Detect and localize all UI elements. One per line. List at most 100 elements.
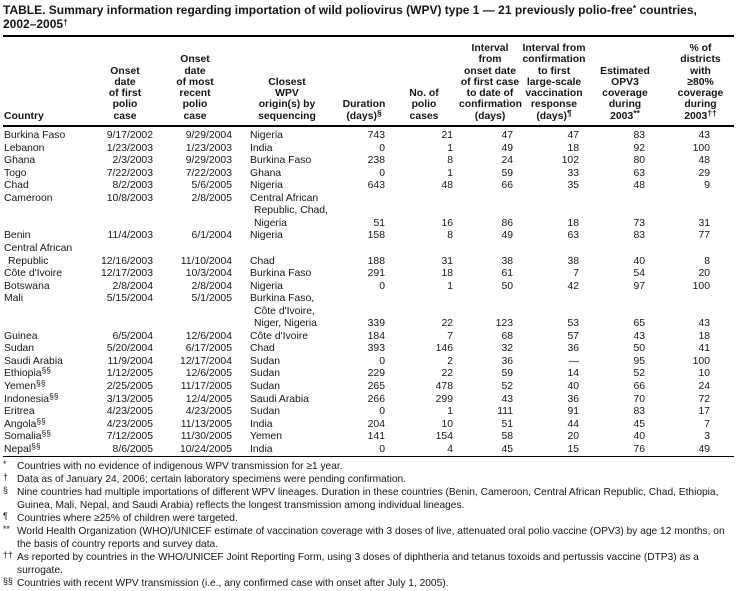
- cell-interval_response: 63: [567, 230, 579, 242]
- cell-interval_confirmation: 45: [459, 443, 521, 458]
- cell-onset_first: 4/23/2005: [106, 406, 153, 418]
- cell-opv3: 45: [633, 418, 645, 430]
- cell-interval_confirmation: 61: [501, 268, 513, 280]
- cell-duration: 238: [367, 155, 385, 167]
- table-row: Nepal§§ 8/6/2005 10/24/2005 India 0 4 45 15 76 49: [3, 442, 734, 458]
- cell-line: India: [250, 443, 273, 455]
- cell-districts: 9: [704, 180, 710, 192]
- cell-interval_response: 36: [567, 393, 579, 405]
- cell-country: Botswana: [4, 280, 50, 292]
- table-row: Angola§§ 4/23/2005 11/13/2005 India 204 10 51 4…: [3, 416, 734, 432]
- cell-interval_confirmation: 51: [501, 418, 513, 430]
- column-header-origin: Closest WPV origin(s) by sequencing: [235, 37, 339, 128]
- cell-country: Togo: [4, 167, 27, 179]
- cell-cases: 18: [441, 268, 453, 280]
- cell-line: Chad: [250, 343, 275, 355]
- cell-duration: 393: [367, 343, 385, 355]
- cell-interval_confirmation: 50: [501, 280, 513, 292]
- cell-interval_response: 35: [567, 180, 579, 192]
- cell-origin: India: [235, 143, 339, 156]
- footnote: § Nine countries had multiple importation…: [3, 485, 734, 512]
- footnote-text: World Health Organization (WHO)/UNICEF e…: [17, 526, 725, 551]
- cell-districts: 41: [698, 343, 710, 355]
- cell-origin: Sudan: [235, 368, 339, 381]
- footnote-text: Countries with recent WPV transmission (…: [17, 578, 449, 590]
- footnote-text: Data as of January 24, 2006; certain lab…: [17, 474, 407, 486]
- cell-districts: 24: [698, 381, 710, 393]
- cell-onset_recent: 5/6/2005: [191, 180, 232, 192]
- table-row: Côte d'Ivoire 12/17/2003 10/3/2004 Burkina …: [3, 268, 734, 281]
- cell-opv3: 97: [633, 280, 645, 292]
- cell-interval_confirmation: 36: [501, 355, 513, 367]
- cell-country: Sudan: [4, 343, 35, 355]
- cell-onset_first: 4/23/2005: [106, 418, 153, 430]
- cell-districts: 20: [698, 268, 710, 280]
- cell-interval_confirmation: 52: [501, 381, 513, 393]
- cell-duration: 51: [373, 217, 385, 229]
- footnote-marker: §§: [3, 575, 13, 586]
- cell-opv3: 52: [633, 368, 645, 380]
- cell-country: Mali: [4, 293, 24, 305]
- cell-interval_confirmation: 86: [501, 217, 513, 229]
- cell-duration: 0: [379, 167, 385, 179]
- cell-onset_recent: 9/29/2003: [185, 155, 232, 167]
- footnotes: * Countries with no evidence of indigenou…: [3, 459, 734, 590]
- column-header-duration: Duration (days)§: [339, 37, 389, 128]
- cell-line: Republic: [8, 255, 49, 267]
- cell-origin: Nigeria: [235, 281, 339, 294]
- cell-onset_recent: 12/4/2005: [185, 393, 232, 405]
- cell-opv3: 66: [633, 381, 645, 393]
- cell-line: India: [250, 142, 273, 154]
- cell-districts: 72: [698, 393, 710, 405]
- cell-onset_recent: 11/10/2004: [180, 255, 232, 267]
- cell-cases: 1: [447, 167, 453, 179]
- footnote-marker: ¶: [3, 510, 8, 521]
- cell-duration: 229: [367, 368, 385, 380]
- cell-onset_recent: 10/24/2005: [155, 443, 235, 458]
- cell-interval_response: 14: [567, 368, 579, 380]
- cell-line: Nigeria: [250, 230, 283, 242]
- cell-cases: 154: [435, 431, 453, 443]
- table-row: Somalia§§ 7/12/2005 11/30/2005 Yemen 141 154 5…: [3, 429, 734, 444]
- column-header-interval_response: Interval from confirmation to first larg…: [521, 37, 587, 128]
- cell-cases: 1: [447, 280, 453, 292]
- cell-interval_response: 18: [567, 142, 579, 154]
- cell-interval_response: 91: [567, 406, 579, 418]
- cell-cases: 8: [447, 155, 453, 167]
- cell-interval_confirmation: 68: [501, 330, 513, 342]
- table-row: Benin 11/4/2003 6/1/2004 Nigeria 158 8 49 63 83 7…: [3, 230, 734, 243]
- cell-onset_first: 12/17/2003: [100, 268, 153, 280]
- cell-interval_response: 36: [567, 343, 579, 355]
- cell-opv3: 63: [633, 167, 645, 179]
- cell-interval_response: 102: [561, 155, 579, 167]
- table-row: Cameroon 10/8/2003 2/8/2005 Central African…: [3, 193, 734, 231]
- cell-line: Republic, Chad,: [254, 205, 328, 217]
- cell-districts: 43: [698, 130, 710, 142]
- cell-origin: Burkina Faso: [235, 268, 339, 281]
- cell-interval_response: 38: [567, 255, 579, 267]
- cell-onset_recent: 7/22/2003: [185, 167, 232, 179]
- cell-districts: 43: [698, 318, 710, 330]
- cell-opv3: 95: [633, 355, 645, 367]
- cell-onset_first: 1/23/2003: [106, 142, 153, 154]
- cell-duration: 184: [367, 330, 385, 342]
- cell-interval_confirmation: 43: [501, 393, 513, 405]
- cell-line: Niger, Nigeria: [254, 318, 317, 330]
- cell-onset_recent: 12/6/2005: [185, 368, 232, 380]
- cell-districts: 100: [692, 355, 710, 367]
- cell-onset_first: 7/22/2003: [106, 167, 153, 179]
- cell-interval_confirmation: 49: [501, 142, 513, 154]
- cell-opv3: 76: [587, 443, 651, 458]
- cell-cases: 31: [441, 255, 453, 267]
- cell-districts: 100: [692, 142, 710, 154]
- cell-country: Benin: [4, 230, 31, 242]
- header-row: Country Onset date of first polio case Ons…: [3, 37, 734, 128]
- cell-interval_confirmation: 38: [501, 255, 513, 267]
- cell-onset_recent: 1/23/2003: [185, 142, 232, 154]
- column-header-cases: No. of polio cases: [389, 37, 459, 128]
- cell-onset_first: 5/20/2004: [106, 343, 153, 355]
- cell-interval_confirmation: 24: [501, 155, 513, 167]
- summary-table: Country Onset date of first polio case Ons…: [3, 37, 734, 458]
- cell-origin: Chad: [235, 343, 339, 356]
- cell-onset_first: 11/4/2003: [107, 230, 153, 242]
